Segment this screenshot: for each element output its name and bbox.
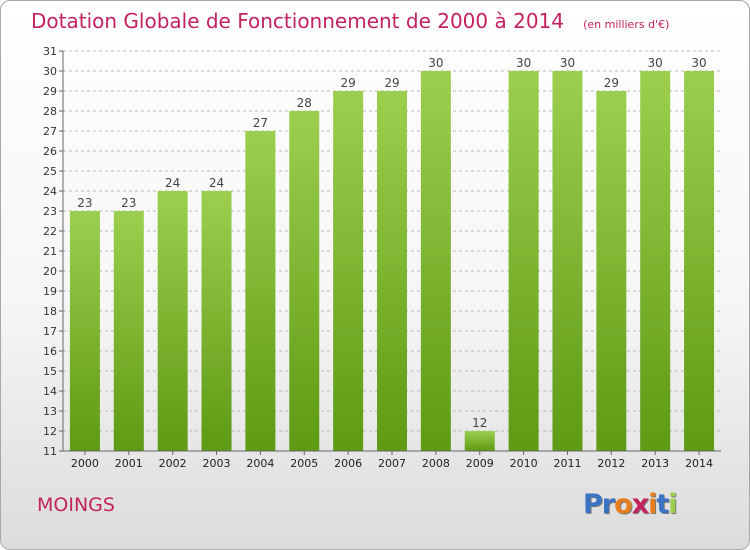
logo-letter: i [648, 489, 657, 520]
chart-title: Dotation Globale de Fonctionnement de 20… [31, 9, 564, 33]
y-tick-label: 22 [43, 225, 57, 238]
x-tick-label-2011: 2011 [553, 457, 581, 470]
bar-2005 [289, 111, 320, 451]
x-tick-label-2005: 2005 [290, 457, 318, 470]
chart-subtitle: (en milliers d'€) [583, 18, 670, 31]
logo-letter: i [668, 489, 677, 520]
bar-2002 [157, 191, 188, 451]
data-label-2000: 23 [77, 196, 92, 210]
data-label-2008: 30 [428, 56, 443, 70]
x-tick-label-2009: 2009 [466, 457, 494, 470]
proxiti-logo[interactable]: Proxiti [583, 489, 678, 520]
x-tick-label-2002: 2002 [159, 457, 187, 470]
y-tick-label: 25 [43, 165, 57, 178]
y-tick-label: 19 [43, 285, 57, 298]
y-tick-label: 27 [43, 125, 57, 138]
x-tick-label-2007: 2007 [378, 457, 406, 470]
data-label-2003: 24 [209, 176, 224, 190]
y-tick-label: 16 [43, 345, 57, 358]
x-tick-label-2012: 2012 [597, 457, 625, 470]
bar-2010 [508, 71, 539, 451]
data-label-2014: 30 [691, 56, 706, 70]
y-tick-label: 14 [43, 385, 57, 398]
y-tick-label: 13 [43, 405, 57, 418]
x-tick-label-2000: 2000 [71, 457, 99, 470]
data-label-2005: 28 [297, 96, 312, 110]
data-label-2002: 24 [165, 176, 180, 190]
bars [69, 71, 715, 451]
y-tick-label: 11 [43, 445, 57, 458]
y-tick-label: 17 [43, 325, 57, 338]
x-tick-label-2013: 2013 [641, 457, 669, 470]
y-tick-label: 24 [43, 185, 57, 198]
bar-2001 [113, 211, 144, 451]
x-tick-label-2003: 2003 [203, 457, 231, 470]
y-tick-label: 18 [43, 305, 57, 318]
logo-letter: P [583, 489, 603, 520]
data-label-2006: 29 [340, 76, 355, 90]
data-label-2012: 29 [604, 76, 619, 90]
bar-2013 [640, 71, 671, 451]
bar-2004 [245, 131, 276, 451]
bar-2003 [201, 191, 232, 451]
data-label-2011: 30 [560, 56, 575, 70]
bar-2014 [684, 71, 715, 451]
commune-name: MOINGS [37, 494, 115, 516]
y-tick-label: 21 [43, 245, 57, 258]
y-tick-label: 28 [43, 105, 57, 118]
y-tick-label: 30 [43, 65, 57, 78]
logo-letter: o [614, 489, 633, 520]
y-tick-label: 26 [43, 145, 57, 158]
title-row: Dotation Globale de Fonctionnement de 20… [31, 9, 669, 33]
y-tick-label: 29 [43, 85, 57, 98]
data-label-2004: 27 [253, 116, 268, 130]
bar-2000 [69, 211, 100, 451]
data-label-2001: 23 [121, 196, 136, 210]
x-tick-label-2014: 2014 [685, 457, 713, 470]
y-tick-label: 15 [43, 365, 57, 378]
data-labels: 23 23 24 24 27 28 29 29 30 12 30 30 29 30 30 [77, 56, 706, 430]
y-tick-label: 12 [43, 425, 57, 438]
x-tick-label-2004: 2004 [246, 457, 274, 470]
bar-2006 [333, 91, 364, 451]
bar-2011 [552, 71, 583, 451]
bar-2008 [420, 71, 451, 451]
y-tick-label: 20 [43, 265, 57, 278]
y-tick-label: 31 [43, 45, 57, 58]
data-label-2010: 30 [516, 56, 531, 70]
bar-2007 [377, 91, 407, 451]
logo-letter: r [601, 489, 615, 520]
data-label-2013: 30 [648, 56, 663, 70]
x-tick-label-2001: 2001 [115, 457, 143, 470]
data-label-2007: 29 [384, 76, 399, 90]
x-tick-label-2010: 2010 [510, 457, 538, 470]
logo-letter: x [631, 489, 649, 520]
data-label-2009: 12 [472, 416, 487, 430]
y-tick-label: 23 [43, 205, 57, 218]
x-tick-label-2006: 2006 [334, 457, 362, 470]
x-axis: 2000 2001 2002 2003 2004 2005 2006 2007 2008 2009… [63, 450, 721, 470]
logo-letter: t [656, 489, 669, 520]
bar-2009 [464, 431, 495, 451]
bar-2012 [596, 91, 627, 451]
x-tick-label-2008: 2008 [422, 457, 450, 470]
y-axis: 11 12 13 14 15 16 17 18 19 20 21 22 23 24 25 26 27 28 29 30… [43, 45, 64, 458]
